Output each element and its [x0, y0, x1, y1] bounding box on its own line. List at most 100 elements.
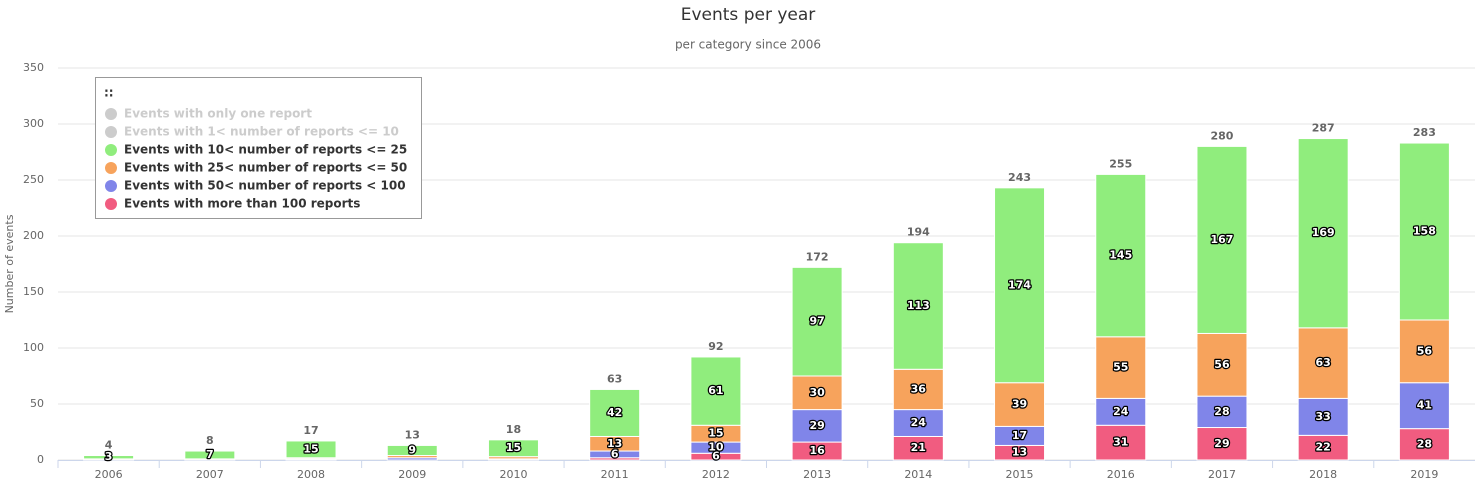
x-tick-label: 2017: [1208, 468, 1236, 481]
stack-total: 243: [1008, 171, 1031, 184]
y-tick-label: 200: [23, 229, 44, 242]
bar-segment: [1196, 145, 1248, 334]
data-label: 16: [809, 444, 825, 457]
stack-total: 280: [1210, 129, 1233, 142]
x-tick-label: 2014: [904, 468, 932, 481]
x-tick-label: 2013: [803, 468, 831, 481]
data-label: 6: [611, 447, 619, 460]
data-label: 61: [708, 384, 723, 397]
data-label: 22: [1316, 441, 1331, 454]
data-label: 41: [1417, 399, 1432, 412]
x-tick-label: 2019: [1410, 468, 1438, 481]
bar-segment: [791, 266, 843, 377]
x-tick-label: 2016: [1107, 468, 1135, 481]
bar-segment: [1398, 428, 1450, 461]
data-label: 15: [506, 441, 521, 454]
bar-segment: [892, 368, 944, 411]
stack-total: 18: [506, 423, 521, 436]
x-tick-label: 2015: [1006, 468, 1034, 481]
stack-total: 13: [405, 428, 420, 441]
data-label: 145: [1109, 249, 1132, 262]
stack-total: 4: [105, 439, 113, 452]
bar-segment: [386, 444, 438, 457]
x-tick-label: 2011: [601, 468, 629, 481]
y-tick-label: 50: [30, 397, 44, 410]
bar-segment: [487, 439, 539, 458]
x-tick-label: 2010: [499, 468, 527, 481]
bar-segment: [285, 440, 337, 459]
bar-segment: [994, 187, 1046, 384]
stack-total: 92: [708, 340, 723, 353]
data-label: 56: [1214, 358, 1230, 371]
data-label: 15: [708, 427, 723, 440]
legend-symbol: [105, 126, 117, 138]
legend-label: Events with only one report: [124, 107, 312, 121]
bar-segment: [1095, 173, 1147, 338]
bar-segment: [1297, 327, 1349, 399]
data-label: 167: [1210, 233, 1233, 246]
stack-total: 172: [806, 250, 829, 263]
data-label: 29: [809, 419, 824, 432]
data-label: 6: [712, 450, 720, 463]
data-label: 97: [809, 315, 824, 328]
stack-total: 194: [907, 226, 930, 239]
stack-total: 283: [1413, 126, 1436, 139]
data-label: 55: [1113, 361, 1128, 374]
x-tick-label: 2007: [196, 468, 224, 481]
data-label: 113: [907, 299, 930, 312]
data-label: 63: [1316, 356, 1331, 369]
data-label: 42: [607, 406, 622, 419]
data-label: 31: [1113, 436, 1128, 449]
legend-label: Events with 10< number of reports <= 25: [124, 143, 407, 157]
y-tick-label: 0: [37, 453, 44, 466]
chart-title: Events per year: [681, 5, 816, 25]
bar-segment: [1095, 336, 1147, 399]
bar-segment: [1398, 382, 1450, 430]
data-label: 24: [911, 416, 927, 429]
data-label: 15: [303, 442, 318, 455]
y-tick-label: 350: [23, 61, 44, 74]
bar-segment: [791, 375, 843, 411]
legend-symbol: [105, 144, 117, 156]
legend-label: Events with 25< number of reports <= 50: [124, 161, 407, 175]
data-label: 33: [1316, 410, 1331, 423]
y-tick-label: 150: [23, 285, 44, 298]
data-label: 3: [105, 450, 113, 463]
bar-segment: [1297, 138, 1349, 329]
data-label: 174: [1008, 278, 1031, 291]
legend-label: Events with more than 100 reports: [124, 197, 360, 211]
bar-segment: [1196, 395, 1248, 429]
data-label: 10: [708, 441, 724, 454]
data-label: 28: [1214, 405, 1229, 418]
data-label: 7: [206, 448, 214, 461]
y-tick-label: 100: [23, 341, 44, 354]
data-label: 17: [1012, 429, 1027, 442]
data-label: 30: [809, 386, 825, 399]
legend-title: ::: [104, 86, 114, 100]
legend-symbol: [105, 108, 117, 120]
x-tick-label: 2008: [297, 468, 325, 481]
x-tick-label: 2009: [398, 468, 426, 481]
bar-segment: [1095, 424, 1147, 461]
data-label: 13: [1012, 446, 1027, 459]
legend-symbol: [105, 162, 117, 174]
legend-symbol: [105, 198, 117, 210]
data-label: 28: [1417, 437, 1432, 450]
y-axis-label: Number of events: [3, 214, 16, 313]
data-label: 56: [1417, 344, 1433, 357]
bar-segment: [690, 356, 742, 426]
bar-segment: [892, 409, 944, 437]
bar-segment: [1095, 397, 1147, 426]
legend-box: [95, 77, 422, 219]
data-label: 36: [911, 382, 927, 395]
data-label: 13: [607, 437, 622, 450]
data-label: 29: [1214, 437, 1229, 450]
data-label: 39: [1012, 398, 1027, 411]
data-label: 24: [1113, 405, 1129, 418]
data-label: 21: [911, 441, 926, 454]
bar-segment: [184, 450, 236, 460]
bar-segment: [994, 382, 1046, 427]
bar-segment: [1196, 427, 1248, 461]
chart-subtitle: per category since 2006: [675, 38, 821, 52]
